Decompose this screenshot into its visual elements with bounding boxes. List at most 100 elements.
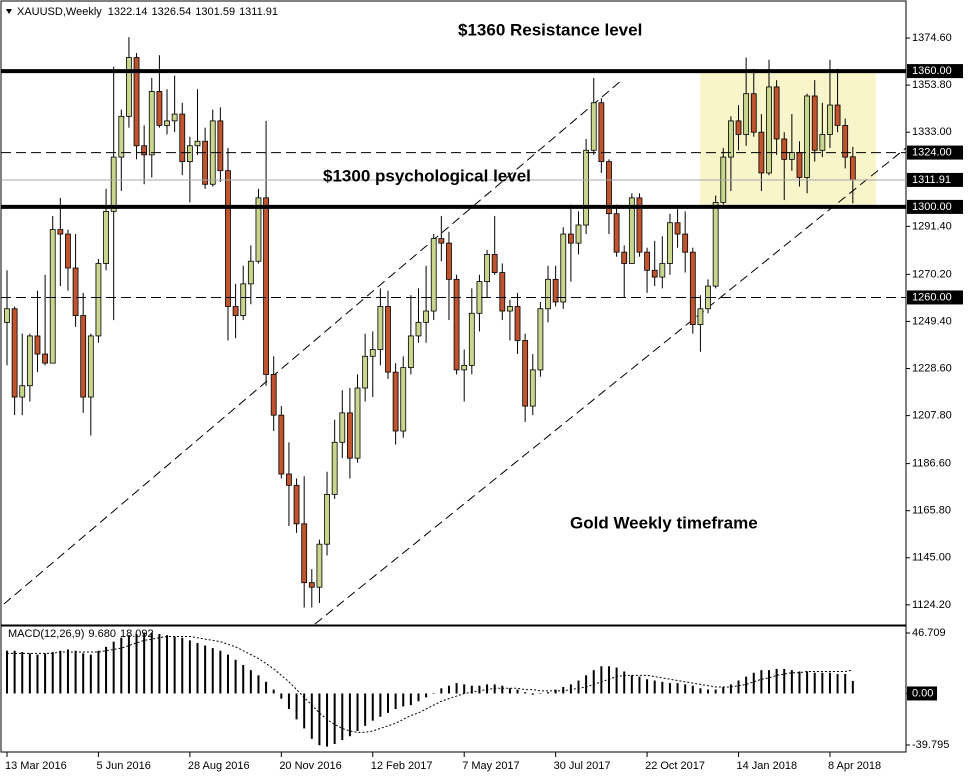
y-tick-label: 1165.80	[912, 505, 951, 517]
candle-body	[621, 251, 628, 264]
macd-bar	[729, 684, 732, 694]
macd-bar	[135, 633, 138, 694]
candle-body	[346, 412, 353, 459]
y-tick-label: 1249.40	[912, 315, 952, 327]
macd-bar	[74, 650, 77, 694]
candle-body	[72, 267, 79, 316]
candle-body	[491, 254, 498, 273]
macd-bar	[569, 684, 572, 694]
channel-upper	[3, 79, 623, 605]
candle-body	[545, 278, 551, 310]
macd-bar	[326, 693, 329, 747]
macd-bar	[447, 685, 450, 694]
candle-body	[369, 349, 376, 357]
low-readout: 1301.59	[195, 6, 235, 18]
level-label: 1260.00	[912, 291, 952, 303]
candle-body	[674, 222, 681, 235]
candle-body	[240, 283, 247, 316]
macd-bar	[501, 685, 504, 694]
candle-body	[415, 321, 422, 337]
macd-bar	[348, 693, 351, 737]
candle-body	[468, 312, 475, 366]
candle-body	[65, 233, 71, 269]
candle-body	[773, 86, 780, 140]
candle-body	[19, 385, 26, 398]
annotation: $1360 Resistance level	[458, 20, 642, 39]
macd-bar	[105, 646, 108, 694]
candle-body	[362, 355, 369, 389]
candle-body	[636, 197, 643, 253]
consolidation-zone	[700, 72, 876, 205]
macd-bar	[745, 676, 748, 694]
macd-bar	[463, 684, 466, 694]
candle-body	[95, 263, 102, 337]
candle-body	[148, 91, 155, 156]
y-tick-label: 1145.00	[912, 552, 951, 564]
price-box	[907, 172, 963, 187]
header: XAUUSD,Weekly 1322.14 1326.54 1301.59 1311.9…	[17, 6, 278, 18]
y-tick-label: 1291.40	[912, 220, 952, 232]
macd-bar	[318, 693, 321, 746]
x-tick-label: 28 Aug 2016	[188, 760, 250, 772]
macd-bar	[486, 684, 489, 694]
macd-bar	[211, 648, 214, 694]
macd-bar	[760, 670, 763, 694]
candle-body	[735, 120, 742, 135]
macd-bar	[844, 674, 847, 694]
candle-body	[461, 364, 468, 371]
macd-bar	[97, 650, 100, 694]
candle-body	[339, 412, 346, 443]
macd-bar	[653, 680, 656, 694]
macd-bar	[295, 693, 298, 720]
annotation: Gold Weekly timeframe	[570, 513, 758, 532]
macd-bar	[470, 685, 473, 694]
y-tick-label: 46.709	[912, 627, 946, 639]
macd-bar	[303, 693, 306, 729]
macd-bar	[554, 689, 557, 694]
high-readout: 1326.54	[152, 6, 192, 18]
candle-body	[263, 197, 269, 375]
macd-bar	[204, 645, 207, 694]
candle-body	[118, 115, 125, 158]
candle-body	[225, 170, 231, 307]
candle-body	[202, 140, 209, 185]
candle-body	[575, 224, 582, 244]
macd-bar	[89, 654, 92, 694]
macd-bar	[440, 688, 443, 694]
macd-bar	[356, 693, 359, 732]
candle-body	[560, 233, 567, 303]
candle-body	[171, 113, 178, 122]
candle-body	[438, 238, 445, 244]
candle-body	[628, 197, 635, 264]
candle-body	[324, 493, 330, 545]
candle-body	[667, 222, 673, 264]
candle-body	[766, 86, 772, 174]
macd-bar	[13, 650, 16, 694]
candle-body	[194, 140, 201, 147]
candle-body	[286, 473, 292, 486]
zero-box	[907, 686, 937, 701]
macd-bar	[752, 672, 755, 694]
macd-bar	[173, 636, 176, 694]
candle-body	[659, 263, 666, 278]
candle-body	[141, 145, 148, 156]
candle-body	[606, 161, 612, 215]
macd-bar	[646, 679, 649, 694]
level-box	[907, 199, 963, 214]
macd-bar	[668, 683, 671, 694]
macd-bar	[310, 693, 313, 739]
macd-bar	[143, 632, 146, 694]
level-box	[907, 145, 963, 160]
x-tick-label: 22 Oct 2017	[645, 760, 705, 772]
marks: 1374.60 1353.80 1333.00 1291.40 1270.20 1249.…	[1, 32, 963, 772]
candle-body	[49, 229, 56, 364]
macd-bar	[265, 681, 268, 694]
candle-body	[811, 95, 818, 151]
macd-bar	[592, 670, 595, 694]
candle-body	[788, 152, 795, 160]
x-tick-label: 7 May 2017	[462, 760, 519, 772]
candle-body	[316, 543, 323, 588]
candle-body	[514, 306, 521, 341]
candle-body	[644, 251, 650, 271]
macd-bar	[524, 692, 527, 694]
